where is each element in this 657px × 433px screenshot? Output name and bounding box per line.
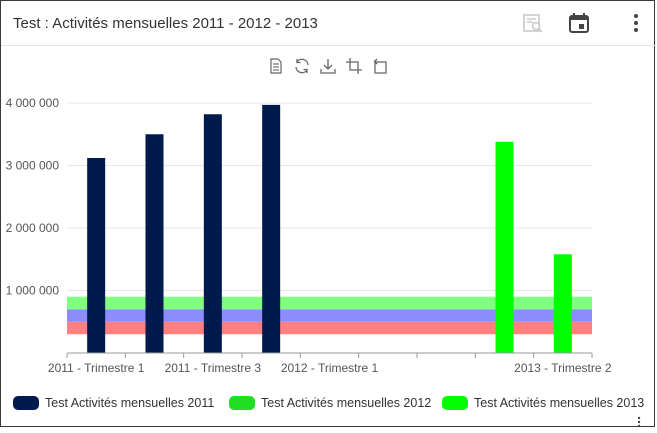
download-icon[interactable]	[319, 57, 337, 75]
data-view-icon[interactable]	[267, 57, 285, 75]
more-vertical-icon[interactable]	[624, 11, 648, 35]
legend-label: Test Activités mensuelles 2011	[45, 396, 215, 410]
legend-label: Test Activités mensuelles 2012	[261, 396, 432, 410]
legend-item-2011[interactable]: Test Activités mensuelles 2011	[13, 393, 214, 413]
legend-swatch	[442, 396, 468, 410]
data-view-icon[interactable]	[521, 11, 545, 35]
legend-item-2012[interactable]: Test Activités mensuelles 2012	[229, 393, 431, 413]
x-tick-label: 2011 - Trimestre 3	[165, 361, 262, 375]
x-tick-label: 2012 - Trimestre 1	[281, 361, 379, 375]
legend-item-2013[interactable]: Test Activités mensuelles 2013	[442, 393, 644, 413]
bar	[87, 158, 106, 353]
bar	[495, 141, 514, 353]
bar-chart: 1 000 000 2 000 000 3 000 000 4 000 000 2011…	[6, 96, 612, 375]
y-tick-label: 4 000 000	[6, 96, 60, 110]
mark-band-green	[67, 296, 592, 310]
legend-swatch	[13, 396, 39, 410]
mark-band-red	[67, 321, 592, 335]
legend-label: Test Activités mensuelles 2013	[474, 396, 645, 410]
refresh-icon[interactable]	[293, 57, 311, 75]
bar	[145, 134, 164, 353]
more-vertical-icon[interactable]	[633, 415, 645, 428]
bar	[553, 254, 572, 353]
mark-band-blue	[67, 309, 592, 322]
y-tick-label: 3 000 000	[6, 159, 60, 173]
card-header: Test : Activités mensuelles 2011 - 2012 …	[1, 1, 656, 46]
chart-legend: Test Activités mensuelles 2011 Test Acti…	[13, 393, 653, 413]
x-tick-label: 2011 - Trimestre 1	[48, 361, 145, 375]
bar	[203, 114, 222, 353]
legend-swatch	[229, 396, 255, 410]
chart-title: Test : Activités mensuelles 2011 - 2012 …	[13, 15, 318, 32]
x-tick-label: 2013 - Trimestre 2	[514, 361, 612, 375]
crop-icon[interactable]	[345, 57, 363, 75]
restore-icon[interactable]	[371, 57, 389, 75]
calendar-icon[interactable]	[567, 11, 591, 35]
y-tick-label: 1 000 000	[6, 284, 60, 298]
bar	[262, 104, 281, 353]
y-tick-label: 2 000 000	[6, 221, 60, 235]
